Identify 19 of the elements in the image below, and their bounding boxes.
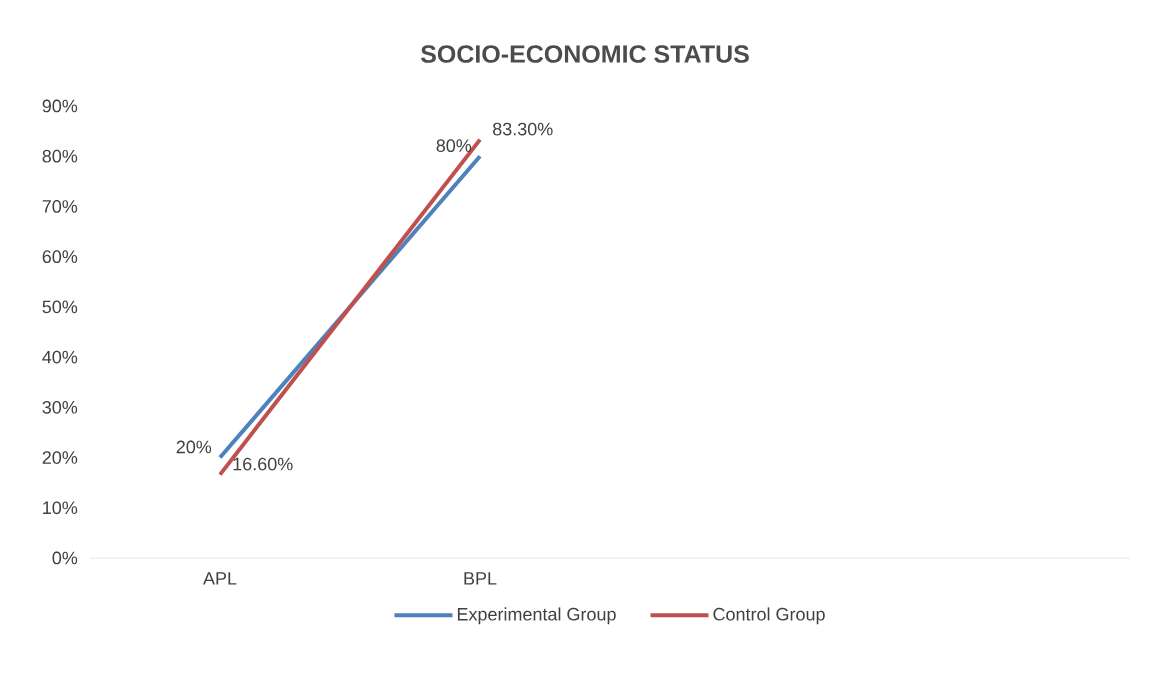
y-tick-label: 80%	[42, 149, 78, 163]
y-tick-label: 30%	[42, 400, 78, 414]
data-label: 16.60%	[233, 457, 293, 471]
y-tick-label: 50%	[42, 300, 78, 314]
legend-label: Experimental Group	[457, 607, 616, 625]
data-label: 20%	[176, 440, 212, 454]
data-label: 83.30%	[492, 122, 553, 136]
y-tick-label: 60%	[42, 250, 78, 264]
x-tick-label: APL	[203, 572, 237, 585]
x-tick-label: BPL	[464, 572, 497, 585]
y-tick-label: 0%	[52, 551, 78, 565]
y-tick-label: 90%	[42, 99, 78, 113]
data-label: 80%	[436, 139, 472, 152]
y-tick-label: 70%	[42, 200, 78, 213]
chart-title: SOCIO-ECONOMIC STATUS	[420, 45, 749, 63]
y-tick-label: 40%	[42, 350, 78, 364]
legend-label: Control Group	[713, 607, 825, 625]
y-tick-label: 10%	[43, 501, 78, 515]
y-tick-label: 20%	[42, 451, 78, 464]
